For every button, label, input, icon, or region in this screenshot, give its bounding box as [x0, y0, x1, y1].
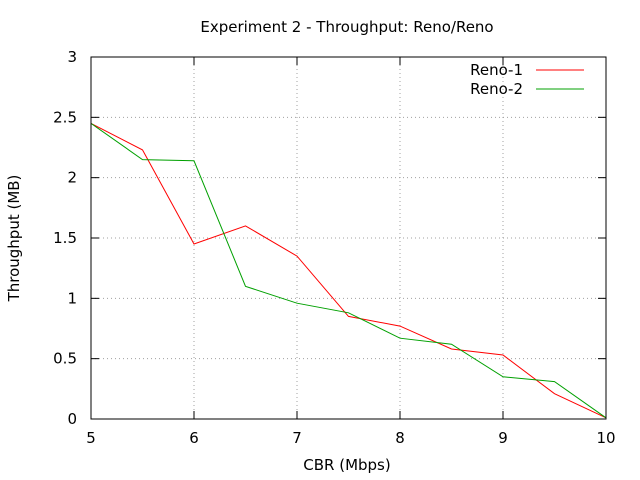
series-lines [90, 122, 607, 419]
ticks: 5 6 7 8 9 10 0 0.5 1 1.5 2 2.5 3 [53, 48, 615, 447]
y-tick-label: 0 [67, 410, 77, 428]
y-axis-label: Throughput (MB) [5, 175, 23, 303]
x-tick-label: 9 [498, 429, 508, 447]
x-tick-label: 10 [596, 429, 615, 447]
legend-label: Reno-2 [470, 80, 523, 98]
y-tick-label: 2.5 [53, 108, 77, 126]
legend-label: Reno-1 [470, 61, 523, 79]
x-tick-label: 6 [189, 429, 199, 447]
series-line-reno-2 [90, 122, 607, 419]
plot-frame [90, 56, 607, 420]
y-tick-label: 0.5 [53, 350, 77, 368]
y-tick-label: 3 [67, 48, 77, 66]
y-tick-label: 2 [67, 169, 77, 187]
y-tick-label: 1.5 [53, 229, 77, 247]
series-line-reno-1 [90, 122, 607, 419]
x-tick-label: 8 [395, 429, 405, 447]
x-tick-label: 5 [86, 429, 96, 447]
chart-title: Experiment 2 - Throughput: Reno/Reno [200, 18, 493, 36]
x-axis-label: CBR (Mbps) [303, 456, 390, 474]
grid [91, 57, 606, 419]
y-tick-label: 1 [67, 289, 77, 307]
x-tick-label: 7 [292, 429, 302, 447]
